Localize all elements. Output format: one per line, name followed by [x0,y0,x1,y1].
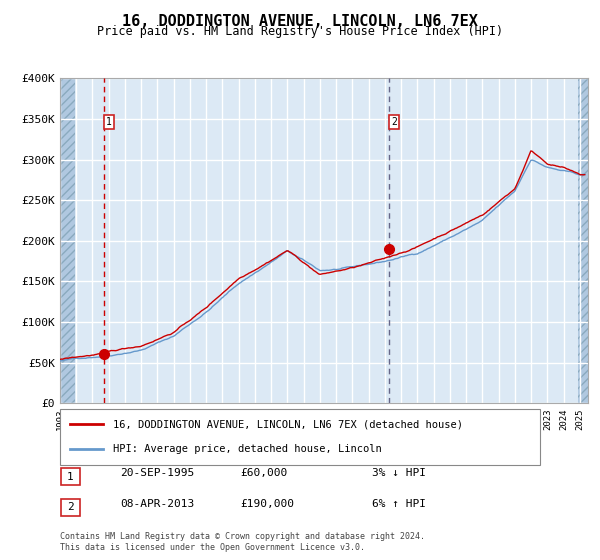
Text: 16, DODDINGTON AVENUE, LINCOLN, LN6 7EX (detached house): 16, DODDINGTON AVENUE, LINCOLN, LN6 7EX … [113,419,463,430]
Text: 20-SEP-1995: 20-SEP-1995 [120,468,194,478]
Bar [60,78,74,403]
Text: 6% ↑ HPI: 6% ↑ HPI [372,499,426,509]
Text: HPI: Average price, detached house, Lincoln: HPI: Average price, detached house, Linc… [113,444,382,454]
Text: 3% ↓ HPI: 3% ↓ HPI [372,468,426,478]
Text: Contains HM Land Registry data © Crown copyright and database right 2024.
This d: Contains HM Land Registry data © Crown c… [60,532,425,552]
Text: 1: 1 [106,117,112,127]
FancyBboxPatch shape [60,409,540,465]
Text: £60,000: £60,000 [240,468,287,478]
Text: £190,000: £190,000 [240,499,294,509]
Text: Price paid vs. HM Land Registry's House Price Index (HPI): Price paid vs. HM Land Registry's House … [97,25,503,38]
Text: 16, DODDINGTON AVENUE, LINCOLN, LN6 7EX: 16, DODDINGTON AVENUE, LINCOLN, LN6 7EX [122,14,478,29]
Text: 1: 1 [67,472,74,482]
Text: 08-APR-2013: 08-APR-2013 [120,499,194,509]
FancyBboxPatch shape [61,468,80,485]
FancyBboxPatch shape [61,499,80,516]
Text: 2: 2 [67,502,74,512]
Bar [578,78,588,403]
Text: 2: 2 [391,117,397,127]
